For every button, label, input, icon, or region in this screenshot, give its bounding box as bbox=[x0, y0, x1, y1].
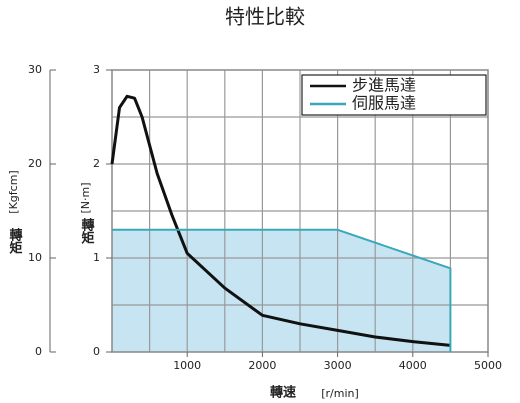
legend-box bbox=[301, 74, 487, 116]
x-axis-unit: [r/min] bbox=[321, 387, 359, 400]
y-tick-label: 1 bbox=[93, 251, 100, 264]
y-axis-unit: [N·m] bbox=[79, 182, 92, 213]
chart-title: 特性比較 bbox=[225, 5, 305, 29]
y2-tick-label: 30 bbox=[28, 63, 42, 76]
legend-label: 伺服馬達 bbox=[352, 94, 416, 113]
y-tick-label: 3 bbox=[93, 63, 100, 76]
area bbox=[112, 229, 451, 352]
legend-label: 步進馬達 bbox=[352, 76, 416, 95]
y2-tick-label: 10 bbox=[28, 251, 42, 264]
line bbox=[110, 94, 451, 347]
y2-tick-label: 20 bbox=[28, 157, 42, 170]
plot-frame bbox=[111, 69, 489, 353]
line bbox=[112, 228, 452, 352]
x-tick-label: 2000 bbox=[248, 359, 276, 372]
x-tick-label: 5000 bbox=[474, 359, 502, 372]
y-tick-label: 0 bbox=[93, 345, 100, 358]
x-axis-label: 轉速 bbox=[270, 385, 296, 401]
y2-tick-label: 0 bbox=[35, 345, 42, 358]
y-axis-label: 轉矩 bbox=[79, 217, 96, 245]
x-tick-label: 4000 bbox=[399, 359, 427, 372]
x-tick-label: 3000 bbox=[324, 359, 352, 372]
y2-axis-unit: [Kgfcm] bbox=[7, 170, 20, 213]
y2-axis-label: 轉矩 bbox=[7, 227, 24, 255]
y-tick-label: 2 bbox=[93, 157, 100, 170]
x-tick-label: 1000 bbox=[173, 359, 201, 372]
